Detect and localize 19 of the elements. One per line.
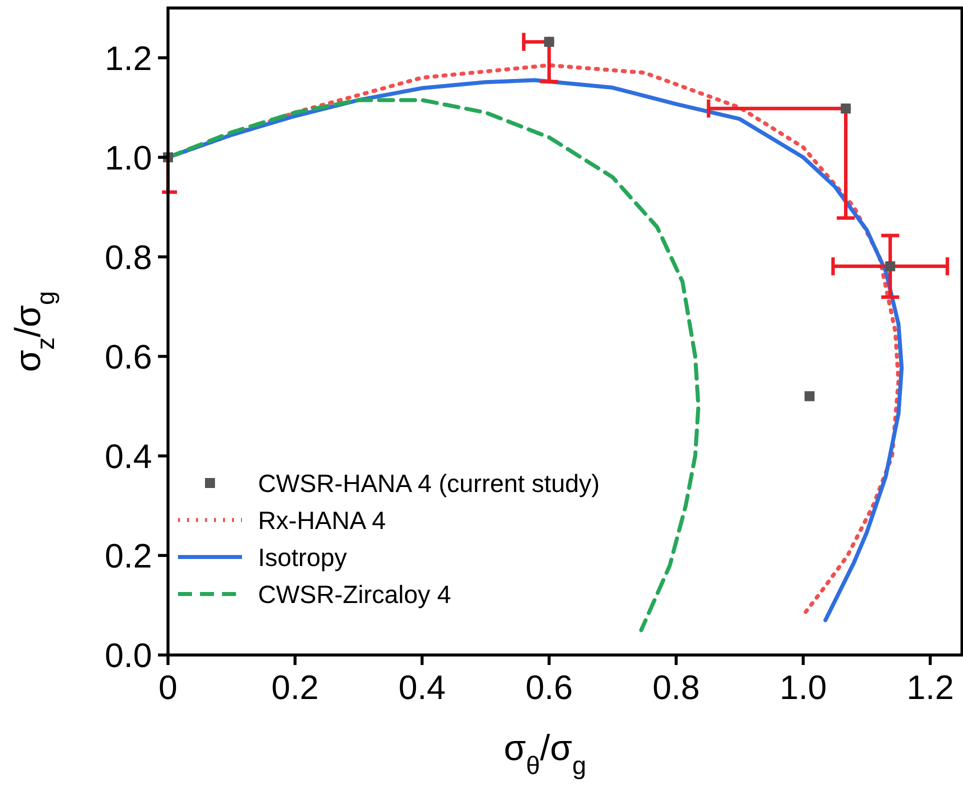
y-tick-label: 0.0 (104, 637, 152, 675)
y-tick-label: 1.2 (104, 40, 152, 78)
x-tick-label: 1.2 (906, 669, 954, 707)
y-tick-label: 1.0 (104, 139, 152, 178)
legend-label: Isotropy (258, 544, 348, 572)
legend-label: CWSR-Zircaloy 4 (258, 581, 452, 609)
x-tick-label: 0 (158, 669, 178, 707)
x-tick-label: 0.2 (271, 669, 319, 707)
y-tick-label: 0.6 (104, 338, 152, 376)
x-axis-title: σ$_{θ}$/σ$_{g}$ (504, 727, 586, 780)
x-tick-label: 0.8 (652, 669, 700, 707)
x-tick-label: 0.6 (525, 669, 573, 707)
y-tick-label: 0.8 (104, 238, 152, 277)
y-tick-label: 0.2 (104, 537, 152, 576)
y-tick-label: 0.4 (104, 438, 152, 476)
legend-label: CWSR-HANA 4 (current study) (258, 470, 600, 498)
x-tick-label: 1.0 (780, 669, 827, 707)
x-tick-label: 0.4 (398, 669, 446, 707)
legend-label: Rx-HANA 4 (258, 507, 386, 535)
